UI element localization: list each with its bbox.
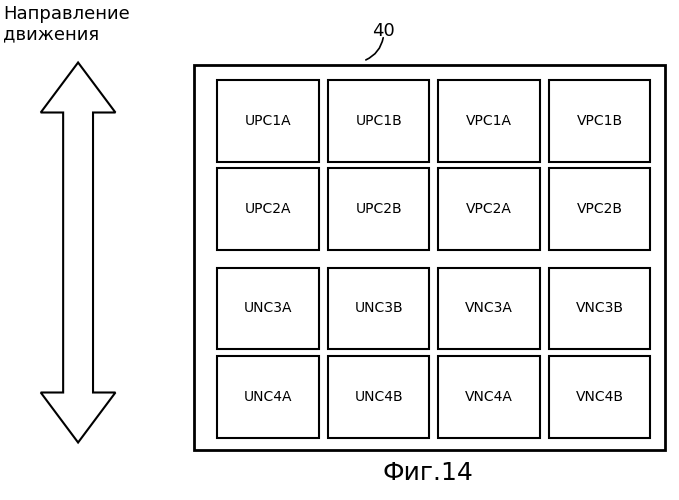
Text: UNC4A: UNC4A: [244, 390, 293, 404]
Bar: [438, 80, 540, 162]
Text: Фиг.14: Фиг.14: [382, 461, 473, 485]
Bar: [194, 65, 665, 450]
Bar: [328, 80, 429, 162]
Bar: [217, 80, 319, 162]
Text: UNC4B: UNC4B: [354, 390, 403, 404]
Text: UPC1A: UPC1A: [245, 114, 291, 128]
Text: UNC3A: UNC3A: [244, 302, 293, 316]
Bar: [328, 356, 429, 438]
Text: VNC3B: VNC3B: [576, 302, 623, 316]
Text: VNC4B: VNC4B: [576, 390, 623, 404]
Text: VNC3A: VNC3A: [465, 302, 513, 316]
Text: UPC2A: UPC2A: [245, 202, 291, 216]
Bar: [438, 356, 540, 438]
Bar: [328, 168, 429, 250]
Text: UPC1B: UPC1B: [355, 114, 402, 128]
Text: VPC2B: VPC2B: [576, 202, 623, 216]
Bar: [217, 356, 319, 438]
Bar: [549, 268, 650, 349]
Text: Направление
движения: Направление движения: [3, 5, 130, 44]
Bar: [217, 168, 319, 250]
Text: VPC1A: VPC1A: [466, 114, 512, 128]
Text: VPC1B: VPC1B: [576, 114, 623, 128]
Text: UNC3B: UNC3B: [354, 302, 403, 316]
Bar: [549, 168, 650, 250]
Bar: [328, 268, 429, 349]
Text: UPC2B: UPC2B: [355, 202, 402, 216]
Bar: [549, 356, 650, 438]
Polygon shape: [41, 62, 115, 442]
Bar: [438, 168, 540, 250]
Bar: [549, 80, 650, 162]
Bar: [438, 268, 540, 349]
Text: 40: 40: [372, 22, 395, 40]
Bar: [217, 268, 319, 349]
Text: VNC4A: VNC4A: [465, 390, 513, 404]
Text: VPC2A: VPC2A: [466, 202, 512, 216]
